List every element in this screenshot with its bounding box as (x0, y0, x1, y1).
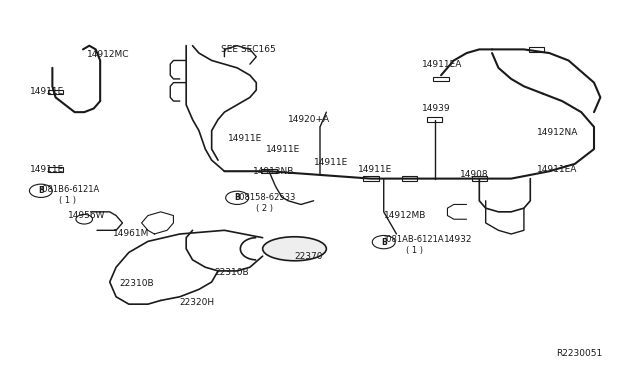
Text: ²08158-62533: ²08158-62533 (237, 193, 296, 202)
Text: 14939: 14939 (422, 104, 451, 113)
Text: 14911E: 14911E (30, 87, 64, 96)
Text: 22310B: 22310B (215, 268, 250, 277)
Text: 14908: 14908 (460, 170, 489, 179)
Text: 14932: 14932 (444, 235, 473, 244)
Bar (261, 169, 276, 173)
Text: 14920+A: 14920+A (288, 115, 330, 124)
Text: 14911EA: 14911EA (422, 60, 462, 69)
Circle shape (29, 184, 52, 198)
Circle shape (76, 214, 93, 224)
Text: B: B (234, 193, 240, 202)
Text: 14911E: 14911E (358, 165, 392, 174)
Text: 14912NA: 14912NA (537, 128, 578, 137)
Circle shape (372, 235, 395, 249)
Text: 14911E: 14911E (228, 134, 262, 142)
Bar (529, 47, 544, 52)
Bar (427, 117, 442, 122)
Text: 14961M: 14961M (113, 230, 149, 238)
Text: 14956W: 14956W (68, 211, 106, 220)
Circle shape (226, 191, 248, 205)
Bar (472, 176, 487, 181)
Ellipse shape (262, 237, 326, 261)
Text: 14912NB: 14912NB (253, 167, 294, 176)
Text: ( 2 ): ( 2 ) (256, 203, 273, 213)
Bar (48, 90, 63, 94)
Text: R2230051: R2230051 (556, 350, 602, 359)
Text: ( 1 ): ( 1 ) (59, 196, 76, 205)
Bar (364, 176, 379, 181)
Text: 22310B: 22310B (119, 279, 154, 288)
Text: B: B (38, 186, 44, 195)
Text: 14911E: 14911E (266, 145, 300, 154)
Text: 14912MB: 14912MB (384, 211, 426, 220)
Text: ²081AB-6121A: ²081AB-6121A (384, 235, 444, 244)
Text: 14911EA: 14911EA (537, 165, 577, 174)
Text: ²081B6-6121A: ²081B6-6121A (40, 185, 100, 194)
Text: ( 1 ): ( 1 ) (406, 246, 423, 255)
Text: 14911E: 14911E (30, 165, 64, 174)
Text: SEE SEC165: SEE SEC165 (221, 45, 276, 54)
Text: 14911E: 14911E (314, 157, 348, 167)
Text: 14912MC: 14912MC (88, 51, 130, 60)
Bar (401, 176, 417, 181)
Text: 22370: 22370 (294, 251, 323, 261)
Bar (433, 77, 449, 81)
Bar (48, 167, 63, 171)
Text: 22320H: 22320H (180, 298, 215, 307)
Text: B: B (381, 238, 387, 247)
